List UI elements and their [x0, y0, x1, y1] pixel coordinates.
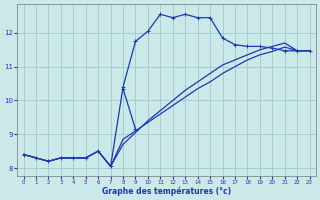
- X-axis label: Graphe des températures (°c): Graphe des températures (°c): [102, 186, 231, 196]
